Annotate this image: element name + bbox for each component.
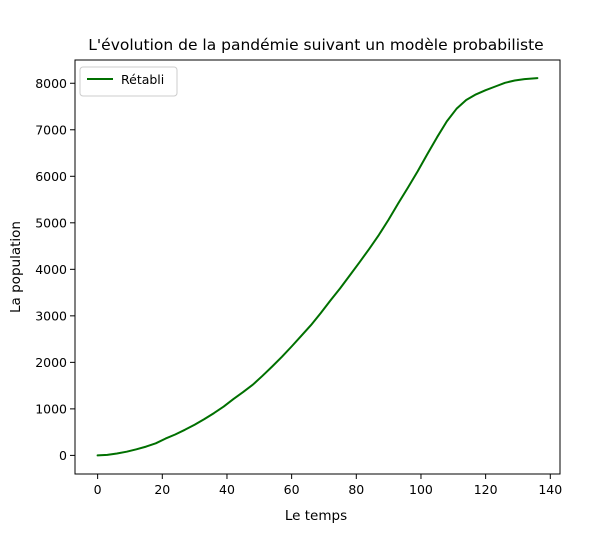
- y-tick-label: 2000: [35, 355, 67, 370]
- y-tick-label: 5000: [35, 215, 67, 230]
- chart-title: L'évolution de la pandémie suivant un mo…: [88, 36, 543, 54]
- y-tick-label: 3000: [35, 308, 67, 323]
- y-axis-label: La population: [8, 221, 24, 313]
- y-tick-label: 1000: [35, 401, 67, 416]
- ticks-layer: 0 20 40 60 80 100 120 140 0 1000 2000 3000 4000 5000 6…: [35, 76, 562, 497]
- series-line-retabli: [96, 77, 539, 457]
- legend-box: [79, 66, 178, 97]
- x-tick-label: 0: [94, 482, 102, 497]
- series-layer: [96, 77, 539, 457]
- x-tick-label: 20: [154, 482, 170, 497]
- legend-label-retabli: Rétabli: [121, 72, 164, 87]
- y-tick-label: 0: [59, 448, 67, 463]
- y-tick-label: 8000: [35, 76, 67, 91]
- x-tick-label: 60: [284, 482, 300, 497]
- x-tick-label: 140: [538, 482, 562, 497]
- y-tick-label: 4000: [35, 262, 67, 277]
- x-tick-label: 40: [219, 482, 235, 497]
- plot-frame: [74, 59, 561, 475]
- y-tick-label: 6000: [35, 169, 67, 184]
- legend: Rétabli: [79, 66, 178, 97]
- x-tick-label: 120: [474, 482, 498, 497]
- x-tick-label: 100: [409, 482, 433, 497]
- x-tick-label: 80: [348, 482, 364, 497]
- x-axis-label: Le temps: [285, 508, 347, 524]
- y-tick-label: 7000: [35, 122, 67, 137]
